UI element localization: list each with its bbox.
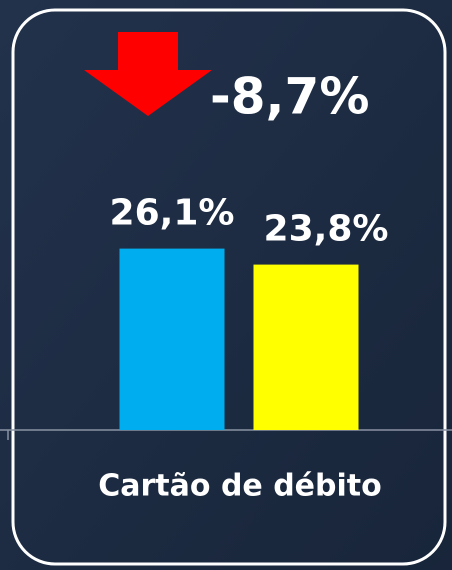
bar	[119, 248, 225, 430]
annotation: -8,7%	[210, 68, 369, 126]
down-arrow	[84, 32, 212, 116]
bar	[253, 264, 359, 430]
value-label: 26,1%	[110, 193, 235, 234]
value-label: 23,8%	[264, 209, 389, 250]
x-tick-label: Cartão de débito	[98, 469, 382, 504]
frame	[11, 8, 447, 566]
